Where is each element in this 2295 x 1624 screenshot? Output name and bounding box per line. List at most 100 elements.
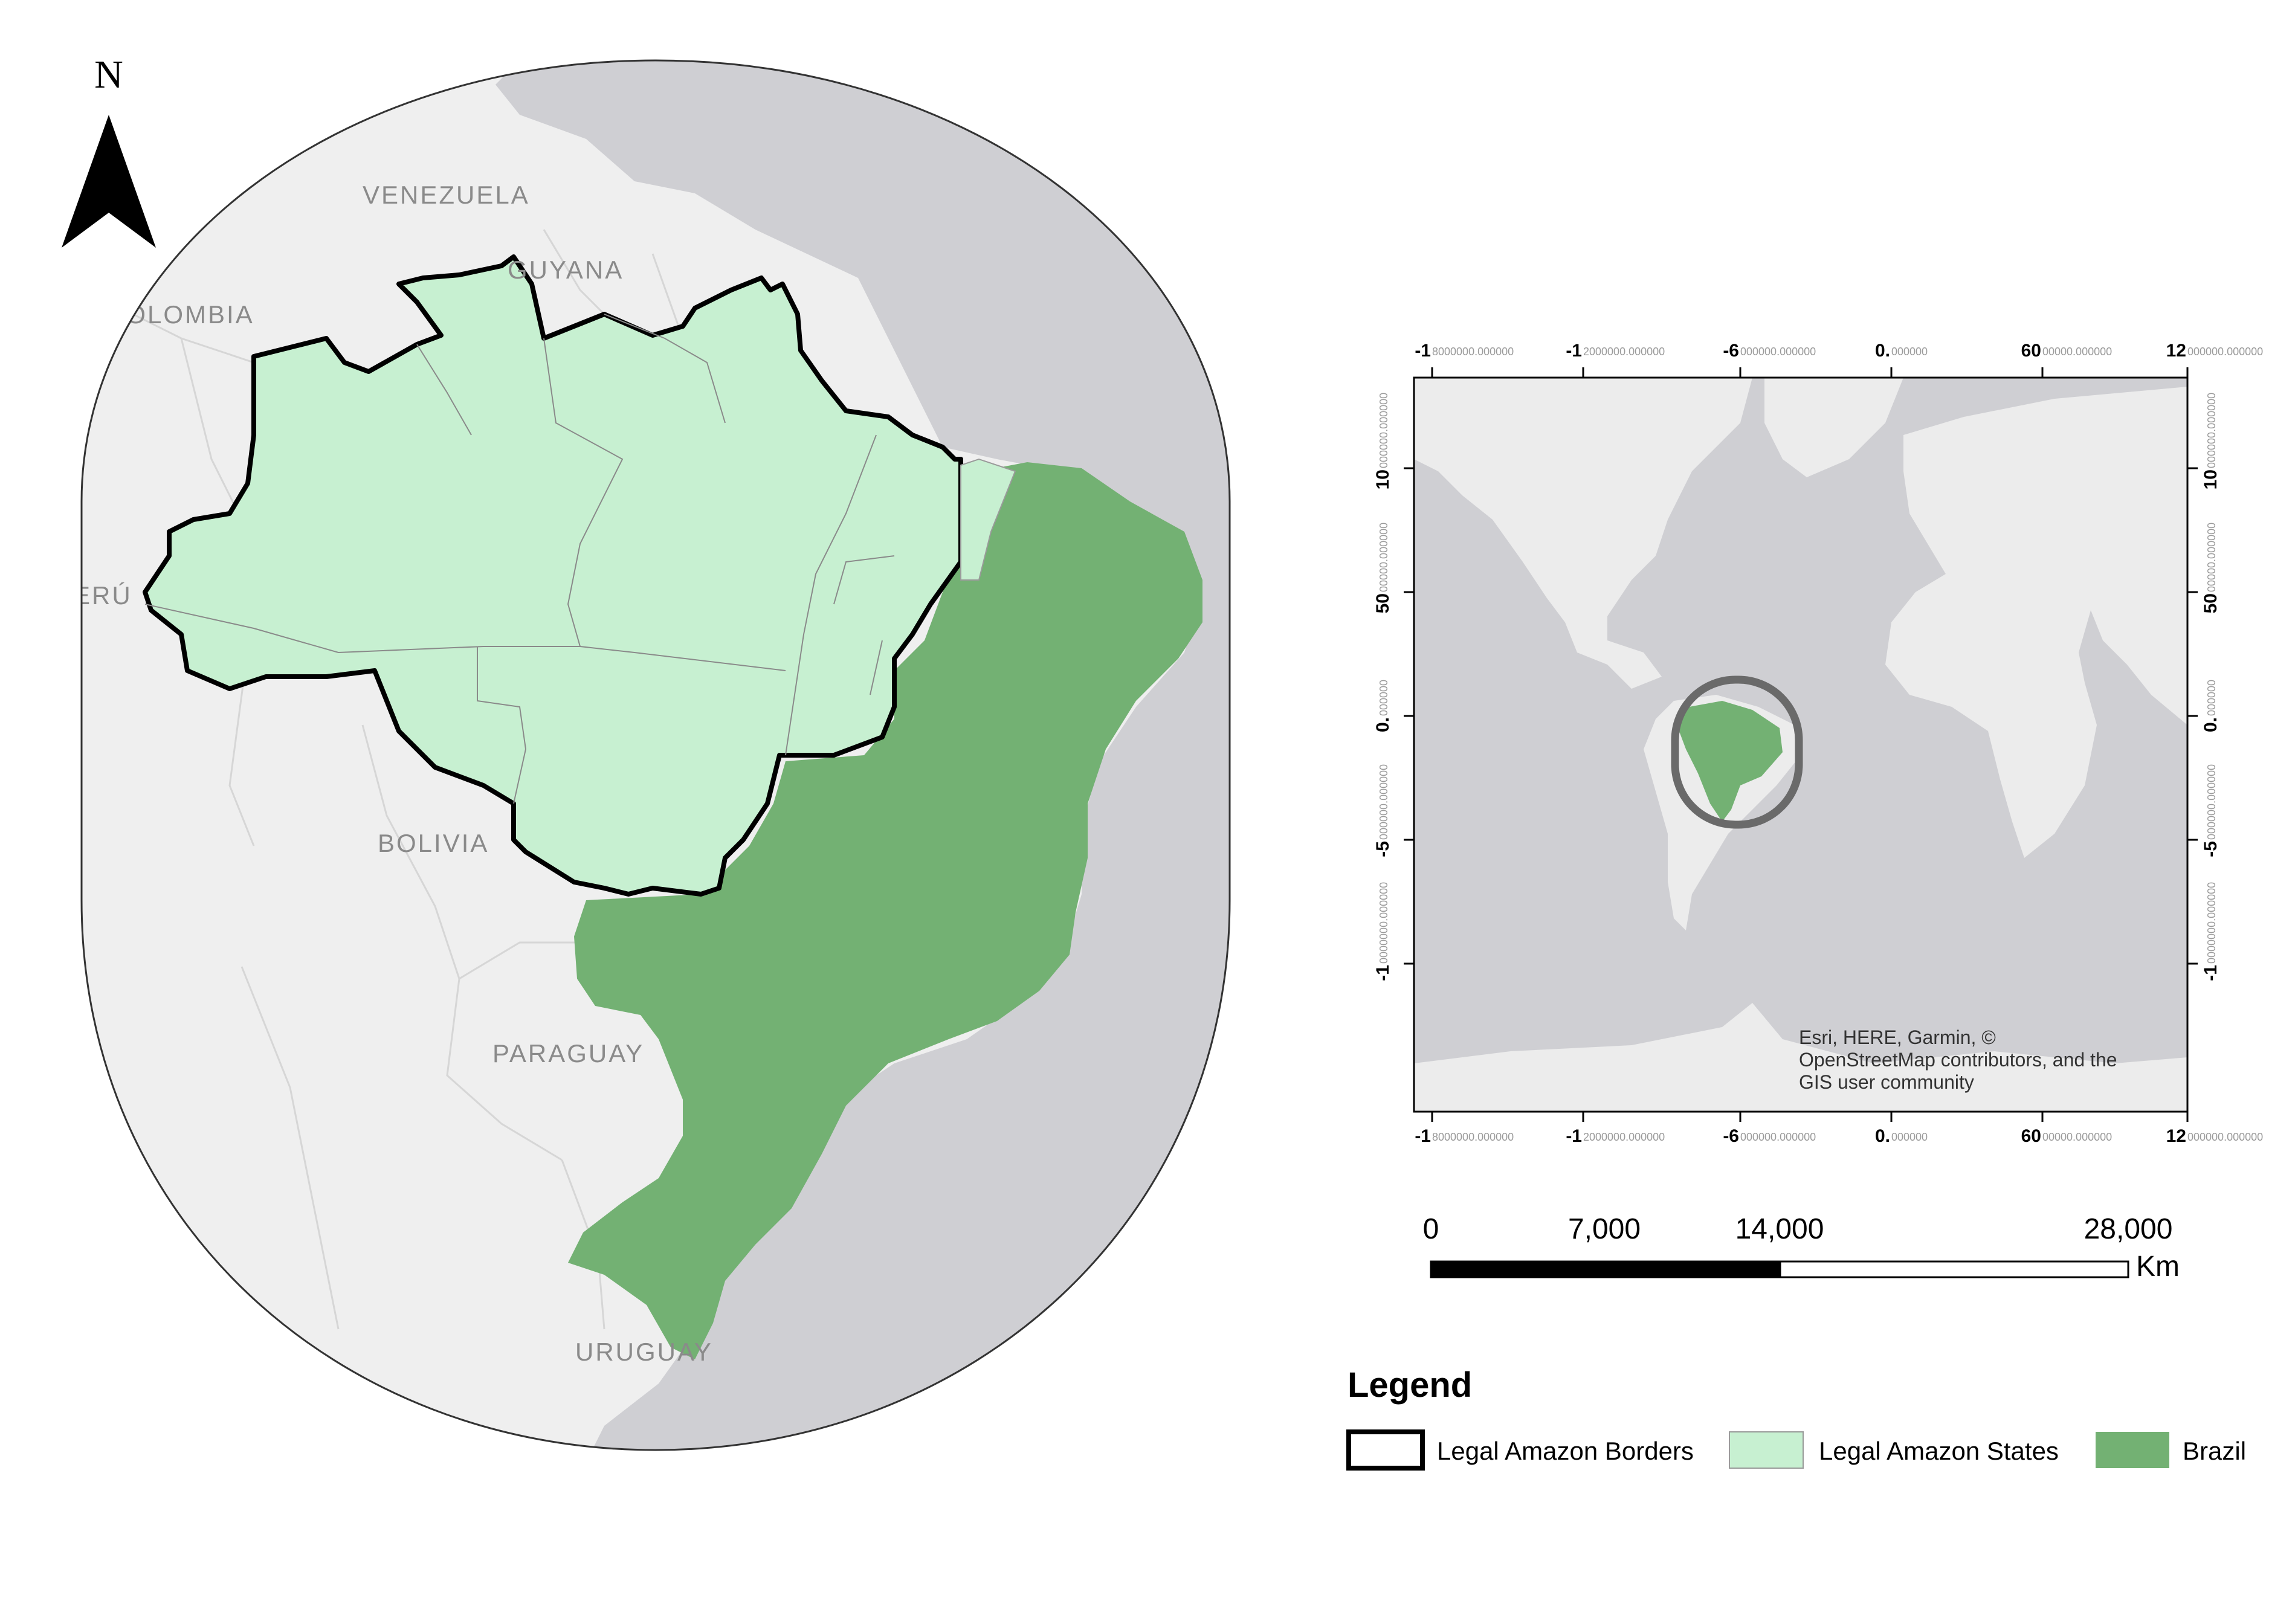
left-tick-prefix-2: 0. [1373,717,1393,732]
greenland-land [1764,378,1903,477]
scale-label-14000: 14,000 [1735,1213,1824,1245]
right-tick-ghost-0: 000000.000000 [2206,393,2218,468]
main-map-frame [80,59,1231,1451]
bottom-tick-ghost-5: 000000.000000 [2187,1131,2263,1143]
inset-left-ticks: 10000000.0000005000000.0000000.000000-50… [1373,393,1414,981]
bottom-tick-prefix-3: 0. [1875,1126,1890,1146]
top-tick-ghost-5: 000000.000000 [2187,346,2263,358]
right-tick-2: 0.000000 [2187,680,2221,732]
north-arrow-icon [62,115,156,248]
top-tick-prefix-2: -6 [1723,341,1739,361]
country-label-peru: PERÚ [54,581,132,610]
scale-bar-unit: Km [2136,1251,2180,1283]
inset-bottom-ticks: -1 8000000.000000 -1 2000000.000000 -6 000000… [1415,1112,2263,1146]
scale-label-0: 0 [1423,1213,1439,1245]
top-tick-ghost-0: 8000000.000000 [1432,346,1514,358]
right-tick-ghost-3: 000000.000000 [2206,764,2218,840]
inset-right-ticks: 10000000.0000005000000.0000000.000000-50… [2187,393,2221,981]
bottom-tick-0: -1 8000000.000000 [1415,1112,1514,1146]
bottom-tick-2: -6 000000.000000 [1723,1112,1816,1146]
north-arrow: N [62,53,156,248]
scale-bar: 0 7,000 14,000 28,000 Km [1423,1213,2180,1283]
country-label-bolivia: BOLIVIA [378,829,489,857]
top-tick-prefix-0: -1 [1415,341,1431,361]
top-tick-4: 60 00000.000000 [2021,341,2112,378]
bottom-tick-ghost-4: 00000.000000 [2042,1131,2112,1143]
bottom-tick-3: 0. 000000 [1875,1112,1928,1146]
country-label-paraguay: PARAGUAY [492,1039,644,1068]
top-tick-0: -1 8000000.000000 [1415,341,1514,378]
legend-swatch-states [1729,1431,1804,1469]
right-tick-ghost-4: 0000000.000000 [2206,882,2218,964]
left-tick-ghost-3: 000000.000000 [1378,764,1390,840]
legend-label-borders: Legal Amazon Borders [1437,1437,1694,1465]
state-borders [144,314,895,804]
left-tick-ghost-4: 0000000.000000 [1378,882,1390,964]
left-tick-prefix-4: -1 [1373,965,1393,981]
top-tick-ghost-1: 2000000.000000 [1583,346,1665,358]
legend-swatch-brazil [2096,1432,2169,1468]
bottom-tick-prefix-1: -1 [1566,1126,1582,1146]
left-tick-ghost-2: 000000 [1378,680,1390,716]
scale-label-7000: 7,000 [1568,1213,1641,1245]
right-tick-prefix-0: 10 [2201,469,2221,489]
left-tick-2: 0.000000 [1373,680,1414,732]
top-tick-prefix-4: 60 [2021,341,2041,361]
top-tick-1: -1 2000000.000000 [1566,341,1665,378]
top-tick-prefix-1: -1 [1566,341,1582,361]
top-tick-2: -6 000000.000000 [1723,341,1816,378]
legend-label-brazil: Brazil [2183,1437,2246,1465]
left-tick-prefix-1: 50 [1373,593,1393,613]
legend-title: Legend [1348,1365,1472,1405]
country-label-uruguay: URUGUAY [575,1338,713,1366]
bottom-tick-ghost-0: 8000000.000000 [1432,1131,1514,1143]
right-tick-ghost-1: 00000.000000 [2206,523,2218,592]
bottom-tick-prefix-2: -6 [1723,1126,1739,1146]
right-tick-prefix-1: 50 [2201,593,2221,613]
bottom-tick-ghost-1: 2000000.000000 [1583,1131,1665,1143]
legend-label-states: Legal Amazon States [1819,1437,2059,1465]
inset-map: Esri, HERE, Garmin, © OpenStreetMap cont… [1373,341,2263,1146]
legend-swatch-borders [1346,1429,1425,1471]
bottom-tick-1: -1 2000000.000000 [1566,1112,1665,1146]
right-tick-prefix-4: -1 [2201,965,2221,981]
left-tick-ghost-1: 00000.000000 [1378,523,1390,592]
inset-top-ticks: -1 8000000.000000 -1 2000000.000000 -6 000000… [1415,341,2263,378]
north-america-land [1414,378,1752,689]
scale-bar-empty [1779,1260,2129,1278]
top-tick-ghost-4: 00000.000000 [2042,346,2112,358]
top-tick-ghost-3: 000000 [1891,346,1928,358]
scale-bar-outline [1430,1260,2129,1278]
inset-map-frame [1413,376,2189,1113]
top-tick-3: 0. 000000 [1875,341,1928,378]
top-tick-5: 12 000000.000000 [2166,341,2263,378]
bottom-tick-prefix-0: -1 [1415,1126,1431,1146]
left-tick-prefix-0: 10 [1373,469,1393,489]
bottom-tick-ghost-3: 000000 [1891,1131,1928,1143]
bottom-tick-4: 60 00000.000000 [2021,1112,2112,1146]
brazil-shape [568,462,1202,1359]
maranhao-region [960,458,1016,581]
bottom-tick-prefix-5: 12 [2166,1126,2186,1146]
eurasia-africa-land [1885,387,2187,858]
main-map: VENEZUELA GUYANA COLOMBIA PERÚ BOLIVIA P… [54,60,1230,1481]
inset-brazil-shape [1677,701,1783,822]
bottom-tick-prefix-4: 60 [2021,1126,2041,1146]
country-label-venezuela: VENEZUELA [363,181,530,209]
right-tick-prefix-3: -5 [2201,841,2221,857]
inset-highlight-ring [1671,675,1803,829]
country-label-argentina: ARGENTINA [338,1453,503,1481]
left-tick-prefix-3: -5 [1373,841,1393,857]
legal-amazon-states [143,254,963,897]
right-tick-prefix-2: 0. [2201,717,2221,732]
top-tick-prefix-3: 0. [1875,341,1890,361]
legend: Legend Legal Amazon Borders Legal Amazon… [1346,1365,2246,1471]
